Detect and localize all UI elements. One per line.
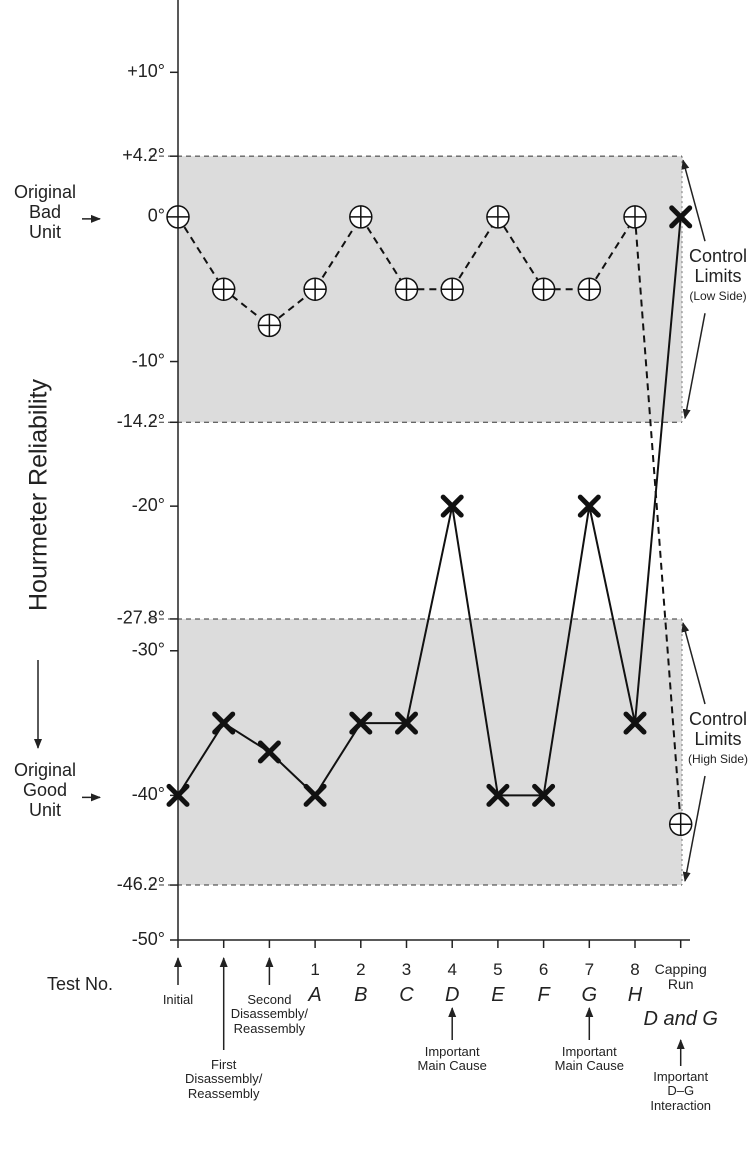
- band-sublabel: (Low Side): [689, 289, 747, 304]
- point: [668, 812, 693, 837]
- x-tick-label: Second Disassembly/ Reassembly: [230, 992, 309, 1036]
- point: [623, 711, 647, 735]
- point: [577, 277, 602, 301]
- point: [212, 711, 236, 735]
- x-tick-label: 6: [538, 960, 549, 979]
- point-plus: [669, 813, 692, 836]
- point-plus: [578, 278, 601, 301]
- x-tick-label: Initial: [162, 992, 194, 1007]
- band-sublabel: (High Side): [687, 752, 749, 766]
- annotation: Important Main Cause: [554, 1044, 624, 1074]
- x-tick-label: 4: [447, 960, 457, 979]
- y-tick-label: -14.2°: [117, 411, 165, 431]
- x-sub-label: D and G: [643, 1008, 718, 1030]
- y-tick-label: 0°: [148, 206, 165, 226]
- point: [440, 277, 464, 301]
- point: [395, 711, 418, 735]
- point: [623, 205, 647, 229]
- x-sub-label: E: [491, 984, 505, 1006]
- annotation: Important Main Cause: [417, 1044, 487, 1074]
- point-plus: [167, 205, 189, 228]
- point: [166, 205, 190, 229]
- x-sub-label: H: [627, 984, 643, 1006]
- x-sub-label: B: [354, 984, 368, 1006]
- arrow: [681, 159, 706, 242]
- y-tick-label: -50°: [132, 929, 165, 949]
- point: [531, 277, 556, 301]
- arrow: [681, 621, 706, 705]
- point-plus: [441, 278, 464, 301]
- x-sub-label: G: [581, 984, 598, 1006]
- point: [257, 313, 282, 338]
- arrow: [682, 775, 706, 883]
- x-tick-label: 7: [584, 960, 595, 979]
- x-tick-label: 3: [401, 960, 412, 979]
- point: [486, 205, 510, 229]
- point: [211, 277, 236, 301]
- point: [349, 205, 373, 229]
- y-tick-label: +10°: [127, 61, 165, 81]
- x-tick-label: 5: [493, 960, 503, 979]
- y-tick-label: -27.8°: [117, 608, 165, 628]
- point: [532, 783, 556, 807]
- band-label: Control Limits: [688, 709, 748, 749]
- y-axis-title: Hourmeter Reliability: [25, 378, 53, 611]
- y-tick-label: -30°: [132, 640, 165, 660]
- point-plus: [486, 205, 509, 228]
- point: [257, 740, 281, 764]
- x-axis-title: Test No.: [47, 974, 113, 994]
- x-sub-label: D: [444, 984, 460, 1006]
- point: [486, 783, 510, 807]
- point: [166, 783, 190, 807]
- point-plus: [258, 314, 281, 337]
- point-plus: [304, 278, 327, 301]
- point: [394, 277, 419, 301]
- y-tick-label: -46.2°: [117, 874, 165, 894]
- point-plus: [349, 205, 372, 228]
- point-plus: [532, 278, 555, 301]
- y-tick-label: -20°: [132, 495, 165, 515]
- y-tick-label: +4.2°: [122, 145, 165, 165]
- x-tick-label: 8: [630, 960, 640, 979]
- x-sub-label: F: [537, 984, 550, 1006]
- control-band: [178, 618, 682, 886]
- point: [303, 277, 327, 301]
- band-label: Control Limits: [688, 246, 748, 287]
- x-sub-label: A: [308, 984, 322, 1006]
- y-tick-label: -10°: [132, 350, 165, 370]
- x-tick-label: 2: [356, 960, 366, 979]
- point: [669, 205, 693, 229]
- series-label: Original Good Unit: [13, 760, 77, 820]
- x-tick-label: 1: [310, 960, 320, 979]
- y-tick-label: -40°: [132, 784, 165, 804]
- x-sub-label: C: [399, 984, 414, 1006]
- x-tick-label: Capping Run: [654, 961, 707, 993]
- point-plus: [395, 278, 418, 301]
- point: [349, 711, 373, 735]
- x-tick-label: First Disassembly/ Reassembly: [185, 1057, 263, 1101]
- arrow: [682, 313, 706, 420]
- point: [303, 783, 327, 807]
- point: [577, 494, 601, 518]
- point-plus: [212, 278, 235, 301]
- annotation: Important D–G Interaction: [650, 1069, 712, 1113]
- point: [440, 494, 464, 518]
- series-label: Original Bad Unit: [13, 181, 77, 242]
- point-plus: [624, 205, 646, 228]
